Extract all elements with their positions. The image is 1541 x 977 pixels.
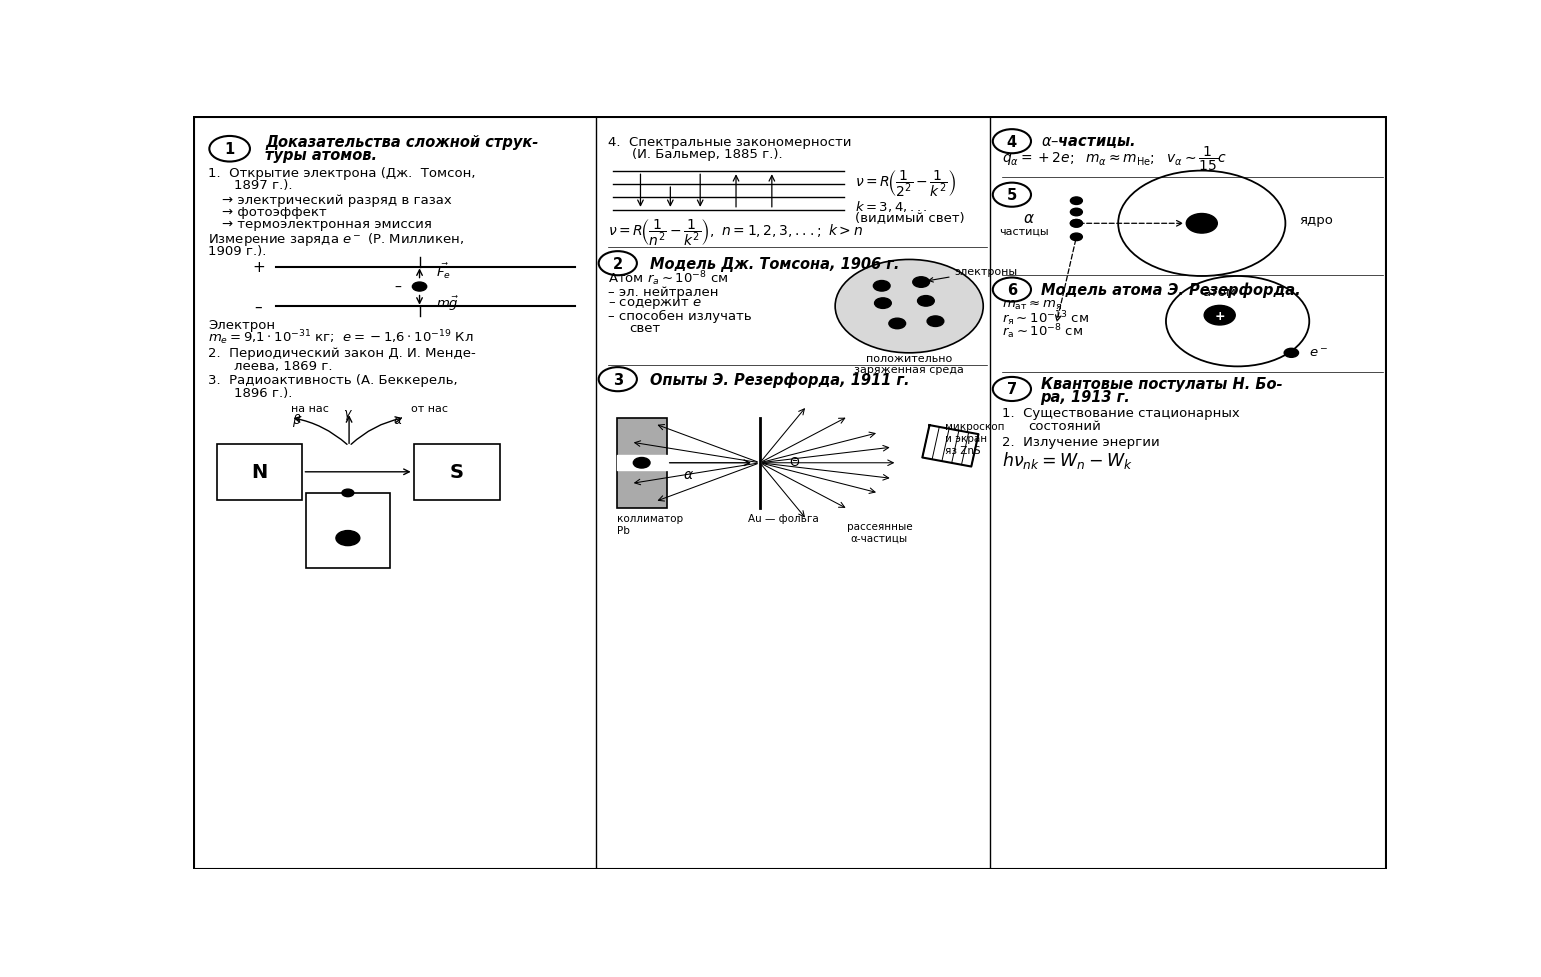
Circle shape [1071, 209, 1082, 217]
Text: –: – [254, 299, 262, 315]
Text: положительно
заряженная среда: положительно заряженная среда [854, 354, 965, 375]
Text: (видимый свет): (видимый свет) [855, 211, 965, 224]
Text: Доказательства сложной струк-: Доказательства сложной струк- [265, 135, 539, 149]
Text: электроны: электроны [929, 267, 1017, 282]
Text: 2.  Периодический закон Д. И. Менде-: 2. Периодический закон Д. И. Менде- [208, 347, 476, 360]
Bar [413, 445, 499, 501]
Circle shape [336, 531, 361, 546]
Text: $h\nu_{nk} = W_n - W_k$: $h\nu_{nk} = W_n - W_k$ [1002, 449, 1133, 470]
Text: $\alpha$: $\alpha$ [683, 468, 693, 482]
Text: Атом $r_a \sim 10^{-8}$ см: Атом $r_a \sim 10^{-8}$ см [609, 269, 729, 287]
Text: на нас: на нас [291, 404, 328, 413]
Text: свет: свет [630, 321, 661, 334]
Circle shape [912, 277, 929, 288]
Text: $\gamma$: $\gamma$ [344, 407, 353, 421]
Text: $m_e = 9{,}1\cdot10^{-31}$ кг;  $e = -1{,}6\cdot10^{-19}$ Кл: $m_e = 9{,}1\cdot10^{-31}$ кг; $e = -1{,… [208, 327, 473, 346]
Text: 1.  Существование стационарных: 1. Существование стационарных [1002, 406, 1241, 419]
Circle shape [889, 319, 906, 329]
Text: частицы: частицы [999, 227, 1049, 236]
Text: $k = 3, 4, ...$: $k = 3, 4, ...$ [855, 198, 928, 214]
Text: – содержит $e$: – содержит $e$ [609, 297, 703, 311]
Text: туры атомов.: туры атомов. [265, 148, 378, 162]
Circle shape [633, 458, 650, 469]
Text: – эл. нейтрален: – эл. нейтрален [609, 285, 718, 298]
Circle shape [1204, 306, 1236, 325]
Text: микроскоп
и экран
яз ZnS: микроскоп и экран яз ZnS [945, 422, 1005, 455]
Text: $\Theta$: $\Theta$ [789, 455, 800, 468]
Text: коллиматор
Рb: коллиматор Рb [616, 514, 683, 535]
Circle shape [1071, 220, 1082, 228]
Circle shape [1071, 234, 1082, 241]
Text: рассеянные
α-частицы: рассеянные α-частицы [846, 521, 912, 543]
Text: 3: 3 [613, 372, 623, 387]
Text: 7: 7 [1006, 382, 1017, 397]
Bar [307, 493, 390, 569]
Text: леева, 1869 г.: леева, 1869 г. [234, 360, 333, 373]
Text: 1: 1 [225, 142, 234, 157]
Text: Модель атома Э. Резерфорда.: Модель атома Э. Резерфорда. [1040, 282, 1301, 298]
Text: +: + [251, 260, 265, 276]
Text: 1.  Открытие электрона (Дж.  Томсон,: 1. Открытие электрона (Дж. Томсон, [208, 166, 476, 180]
Circle shape [1071, 220, 1082, 228]
Text: $\beta$: $\beta$ [291, 412, 302, 429]
Circle shape [413, 282, 427, 292]
Text: +: + [1214, 310, 1225, 322]
Text: $m\vec{g}$: $m\vec{g}$ [436, 295, 459, 313]
Text: → фотоэффект: → фотоэффект [222, 205, 327, 219]
Text: $e^-$: $e^-$ [1310, 347, 1328, 360]
Circle shape [917, 296, 934, 307]
Text: атом: атом [1202, 285, 1237, 299]
Text: 3.  Радиоактивность (А. Беккерель,: 3. Радиоактивность (А. Беккерель, [208, 374, 458, 387]
Text: 1896 г.).: 1896 г.). [234, 387, 293, 400]
Text: Квантовые постулаты Н. Бо-: Квантовые постулаты Н. Бо- [1040, 377, 1282, 392]
Text: $m_{\rm ат} \approx m_{\rm я}$: $m_{\rm ат} \approx m_{\rm я}$ [1002, 299, 1063, 312]
Circle shape [342, 489, 354, 497]
Circle shape [874, 281, 891, 292]
Text: $\vec{F_e}$: $\vec{F_e}$ [436, 261, 452, 280]
Text: 4.  Спектральные закономерности: 4. Спектральные закономерности [609, 136, 852, 149]
Circle shape [1284, 349, 1299, 358]
Text: 2: 2 [613, 256, 623, 272]
Text: 2.  Излучение энергии: 2. Излучение энергии [1002, 436, 1160, 448]
Text: 1897 г.).: 1897 г.). [234, 179, 293, 192]
Text: N: N [251, 463, 268, 482]
Text: → электрический разряд в газах: → электрический разряд в газах [222, 193, 452, 206]
Text: Измерение заряда $e^-$ (Р. Милликен,: Измерение заряда $e^-$ (Р. Милликен, [208, 231, 464, 247]
Bar [616, 418, 667, 508]
Circle shape [875, 299, 891, 309]
Text: Модель Дж. Томсона, 1906 г.: Модель Дж. Томсона, 1906 г. [650, 256, 900, 272]
Text: $\alpha$–частицы.: $\alpha$–частицы. [1040, 135, 1134, 149]
Text: $q_\alpha = +2e;\ \ m_\alpha \approx m_{\rm He};\ \ v_\alpha \sim \dfrac{1}{15}c: $q_\alpha = +2e;\ \ m_\alpha \approx m_{… [1002, 145, 1228, 173]
Text: от нас: от нас [410, 404, 447, 413]
Text: $r_{\rm я} \sim 10^{-13}$ см: $r_{\rm я} \sim 10^{-13}$ см [1002, 309, 1089, 327]
Text: (И. Бальмер, 1885 г.).: (И. Бальмер, 1885 г.). [632, 148, 783, 160]
Text: ра, 1913 г.: ра, 1913 г. [1040, 390, 1130, 404]
Circle shape [928, 317, 943, 327]
Text: $\nu = R\!\left(\dfrac{1}{n^2} - \dfrac{1}{k^2}\right),\ n = 1, 2, 3, ...;\ k > : $\nu = R\!\left(\dfrac{1}{n^2} - \dfrac{… [609, 217, 863, 248]
Text: Электрон: Электрон [208, 319, 276, 331]
Text: $\nu = R\!\left(\dfrac{1}{2^2} - \dfrac{1}{k^2}\right)$: $\nu = R\!\left(\dfrac{1}{2^2} - \dfrac{… [855, 168, 957, 199]
Text: 5: 5 [1006, 188, 1017, 203]
Text: $\alpha$: $\alpha$ [1023, 211, 1034, 226]
Text: –: – [394, 280, 402, 294]
Text: $\alpha$: $\alpha$ [393, 414, 404, 427]
Circle shape [1187, 214, 1217, 234]
Circle shape [1071, 197, 1082, 205]
Text: 4: 4 [1006, 135, 1017, 149]
Text: ядро: ядро [1299, 214, 1333, 227]
Text: Опыты Э. Резерфорда, 1911 г.: Опыты Э. Резерфорда, 1911 г. [650, 372, 909, 388]
Text: $r_{\rm а} \sim 10^{-8}$ см: $r_{\rm а} \sim 10^{-8}$ см [1002, 321, 1083, 340]
Text: состояний: состояний [1029, 419, 1102, 432]
Bar [216, 445, 302, 501]
Text: 6: 6 [1006, 282, 1017, 298]
Text: – способен излучать: – способен излучать [609, 310, 752, 322]
Text: → термоэлектронная эмиссия: → термоэлектронная эмиссия [222, 218, 433, 231]
Text: S: S [450, 463, 464, 482]
Text: Au — фольга: Au — фольга [747, 514, 818, 524]
Text: 1909 г.).: 1909 г.). [208, 244, 267, 258]
Circle shape [835, 260, 983, 354]
